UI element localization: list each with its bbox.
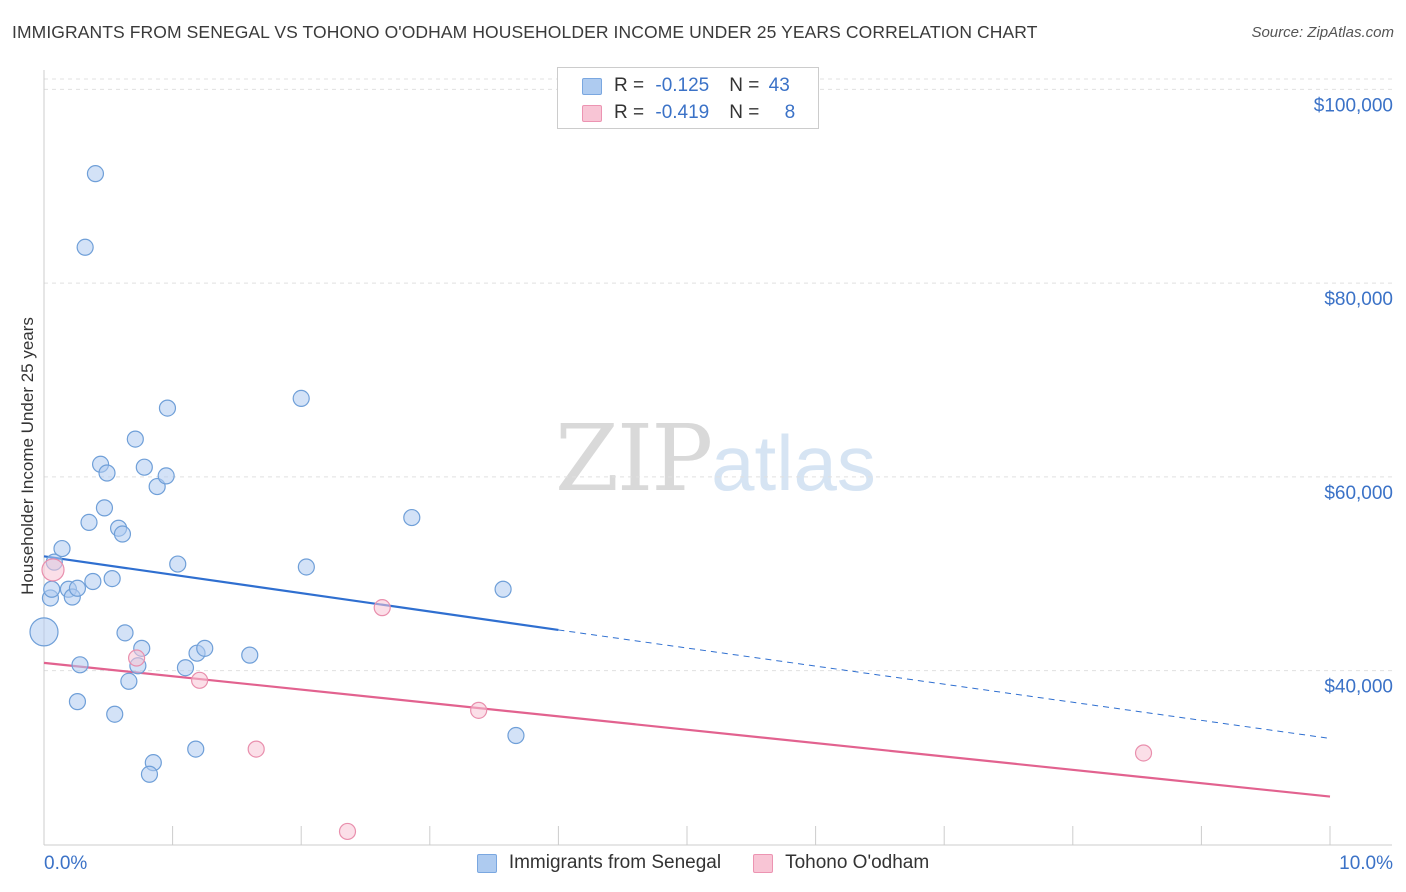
data-point-senegal	[86, 165, 105, 183]
data-point-senegal	[157, 467, 175, 485]
grid-lines	[44, 78, 1392, 672]
x-tick-label-min: 0.0%	[44, 853, 87, 874]
data-point-senegal	[68, 579, 87, 597]
data-point-senegal	[241, 646, 259, 664]
legend-r-value: -0.125	[655, 75, 710, 96]
data-point-tohono	[191, 671, 209, 689]
data-point-tohono	[373, 599, 391, 617]
source-credit: Source: ZipAtlas.com	[1251, 24, 1394, 41]
x-tick-label-max: 10.0%	[1339, 853, 1393, 874]
legend-swatch-senegal	[476, 853, 497, 873]
data-point-tohono	[127, 649, 146, 667]
data-point-senegal	[84, 572, 102, 591]
data-point-senegal	[135, 458, 153, 476]
legend-item-senegal: Immigrants from Senegal	[476, 852, 722, 874]
stats-legend: R = -0.125 N = 43 R = -0.419 N = 8	[557, 67, 819, 129]
data-point-senegal	[176, 659, 195, 677]
legend-n-label: N =	[729, 75, 765, 96]
trend-line-senegal-extrapolated	[558, 629, 1331, 739]
y-tick-label: $60,000	[1324, 483, 1393, 504]
legend-item-tohono: Tohono O'odham	[753, 852, 929, 874]
data-point-tohono	[247, 740, 265, 758]
legend-r-label: R =	[614, 75, 650, 96]
legend-row-senegal: R = -0.125 N = 43	[582, 73, 790, 99]
legend-label-senegal: Immigrants from Senegal	[508, 852, 722, 873]
series-senegal-points	[29, 165, 525, 783]
data-point-senegal	[140, 765, 159, 783]
data-point-senegal	[53, 539, 71, 558]
trend-lines	[43, 555, 1331, 798]
legend-r-value: -0.419	[655, 102, 710, 123]
data-point-senegal	[126, 430, 144, 448]
legend-n-value: 8	[784, 102, 796, 123]
data-point-senegal	[43, 580, 61, 598]
legend-r-label: R =	[614, 102, 650, 123]
data-point-senegal	[403, 508, 421, 527]
tick-labels: $40,000 $60,000 $80,000 $100,000 0.0% 10.0%	[44, 95, 1393, 874]
data-point-tohono	[338, 822, 357, 841]
data-point-senegal	[29, 617, 59, 647]
data-point-senegal	[95, 499, 114, 517]
data-point-senegal	[297, 558, 315, 576]
data-point-senegal	[169, 555, 187, 573]
series-tohono-points	[41, 558, 1153, 841]
data-point-senegal	[80, 513, 98, 532]
watermark-zip: ZIP	[555, 405, 713, 512]
data-point-senegal	[106, 705, 124, 723]
data-point-senegal	[494, 580, 512, 598]
data-point-senegal	[507, 726, 525, 745]
trend-line-senegal	[43, 555, 559, 632]
data-point-senegal	[71, 656, 89, 674]
legend-swatch-tohono	[753, 853, 774, 873]
data-point-senegal	[103, 569, 121, 588]
data-point-senegal	[292, 389, 310, 408]
watermark: ZIPatlas	[555, 405, 876, 512]
data-point-senegal	[98, 464, 116, 482]
data-point-senegal	[158, 399, 177, 417]
watermark-atlas: atlas	[711, 419, 876, 507]
axes	[43, 70, 1392, 846]
legend-swatch-senegal	[582, 77, 602, 95]
legend-swatch-tohono	[582, 104, 602, 122]
data-point-senegal	[76, 238, 94, 256]
legend-row-tohono: R = -0.419 N = 8	[582, 100, 795, 126]
trend-line-tohono	[43, 661, 1331, 798]
y-tick-label: $80,000	[1324, 289, 1393, 310]
data-point-tohono	[470, 701, 488, 719]
legend-label-tohono: Tohono O'odham	[785, 852, 930, 873]
y-tick-label: $40,000	[1324, 677, 1393, 698]
data-point-senegal	[116, 624, 134, 642]
data-point-senegal	[113, 525, 132, 543]
data-point-senegal	[196, 639, 214, 657]
data-point-senegal	[120, 672, 138, 690]
data-point-senegal	[68, 693, 87, 711]
data-point-tohono	[1134, 744, 1153, 762]
legend-n-value: 43	[768, 75, 790, 96]
data-point-senegal	[187, 740, 205, 758]
chart-title: IMMIGRANTS FROM SENEGAL VS TOHONO O'ODHA…	[12, 22, 1038, 42]
y-axis-label: Householder Income Under 25 years	[18, 317, 37, 595]
data-point-tohono	[41, 558, 65, 582]
y-tick-label: $100,000	[1314, 95, 1393, 116]
series-legend: Immigrants from Senegal Tohono O'odham	[0, 852, 1406, 874]
legend-n-label: N =	[729, 102, 765, 123]
